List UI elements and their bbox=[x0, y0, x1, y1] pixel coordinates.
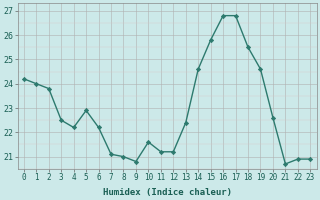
X-axis label: Humidex (Indice chaleur): Humidex (Indice chaleur) bbox=[103, 188, 232, 197]
